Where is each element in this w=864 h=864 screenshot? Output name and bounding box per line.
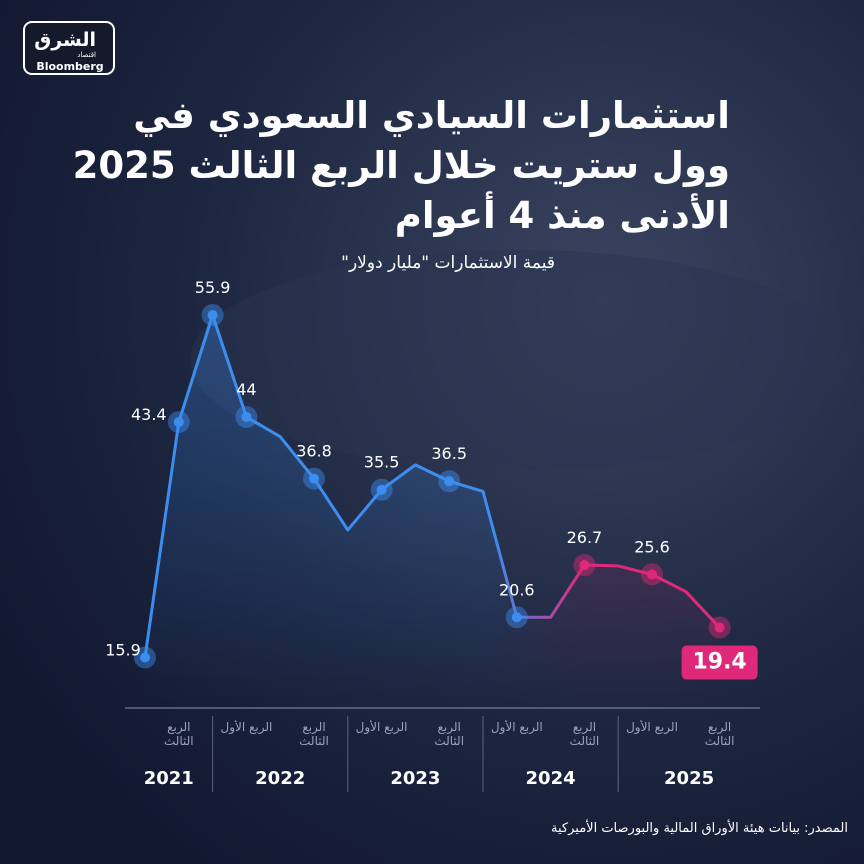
- x-tick-label: الربع الثالث: [299, 720, 329, 748]
- value-label: 26.7: [567, 528, 603, 547]
- chart-title: وول ستريت خلال الربع الثالث 2025: [73, 144, 730, 187]
- plot: 15.9 43.4 55.9 44 36.8 35.5 36.5 20.6 26.7 25.6 19…: [105, 278, 760, 792]
- x-tick-label: الربع الثالث: [163, 720, 194, 748]
- x-tick-label: الربع الأول: [490, 720, 543, 734]
- year-label: 2024: [526, 768, 576, 789]
- x-tick: الربع الثالث: [299, 720, 329, 748]
- x-tick: الربع الأول: [490, 720, 543, 734]
- point: [511, 612, 522, 623]
- x-tick-label: الربع الثالث: [569, 720, 600, 748]
- year-label: 2021: [144, 768, 194, 789]
- point: [140, 652, 150, 663]
- value-label: 36.5: [431, 444, 467, 463]
- point: [207, 310, 218, 321]
- chart-title: استثمارات السيادي السعودي في: [133, 94, 730, 137]
- line: [143, 313, 721, 658]
- x-tick: الربع الأول: [220, 720, 273, 734]
- x-tick: الربع الثالث: [163, 720, 194, 748]
- point: [579, 560, 590, 571]
- x-tick-label: الربع الثالث: [704, 720, 735, 748]
- value-label: 15.9: [105, 640, 141, 659]
- logo: الشرق اقتصاد Bloomberg: [23, 21, 115, 75]
- logo-partner: Bloomberg: [36, 60, 103, 73]
- bg-decor: [190, 250, 850, 470]
- point: [173, 417, 184, 428]
- logo-brand: الشرق: [34, 29, 96, 51]
- year-label: 2025: [664, 768, 714, 789]
- value-label: 36.8: [296, 442, 332, 461]
- chart-title: الأدنى منذ 4 أعوام: [395, 191, 730, 238]
- x-tick: الربع الثالث: [434, 720, 465, 748]
- x-tick: الربع الثالث: [704, 720, 735, 748]
- x-tick-label: الربع الثالث: [434, 720, 465, 748]
- point: [241, 411, 252, 422]
- area: [145, 315, 720, 708]
- value-label: 25.6: [634, 537, 670, 556]
- point: [647, 569, 657, 580]
- point: [714, 622, 725, 633]
- value-label: 55.9: [195, 278, 231, 297]
- source: المصدر: بيانات هيئة الأوراق المالية والب…: [551, 819, 848, 836]
- value-label: 20.6: [499, 580, 535, 599]
- value-label: 19.4: [692, 650, 746, 675]
- logo-box: [23, 21, 115, 75]
- x-tick: الربع الأول: [626, 720, 678, 734]
- value-label: 43.4: [131, 405, 167, 424]
- point: [444, 476, 455, 487]
- x-tick-label: الربع الأول: [355, 720, 408, 734]
- year-label: 2022: [255, 768, 305, 789]
- value-badge: [681, 645, 758, 680]
- x-tick: الربع الأول: [355, 720, 408, 734]
- point: [376, 484, 387, 495]
- logo-sub: اقتصاد: [77, 51, 96, 59]
- point: [309, 473, 319, 484]
- year-label: 2023: [390, 768, 440, 789]
- x-tick-label: الربع الأول: [626, 720, 678, 734]
- x-tick: الربع الثالث: [569, 720, 600, 748]
- value-label: 44: [236, 380, 256, 399]
- value-label: 35.5: [364, 453, 400, 472]
- x-tick-label: الربع الأول: [220, 720, 273, 734]
- subtitle: قيمة الاستثمارات "مليار دولار": [341, 253, 555, 273]
- titles: استثمارات السيادي السعودي في وول ستريت خل…: [73, 94, 730, 238]
